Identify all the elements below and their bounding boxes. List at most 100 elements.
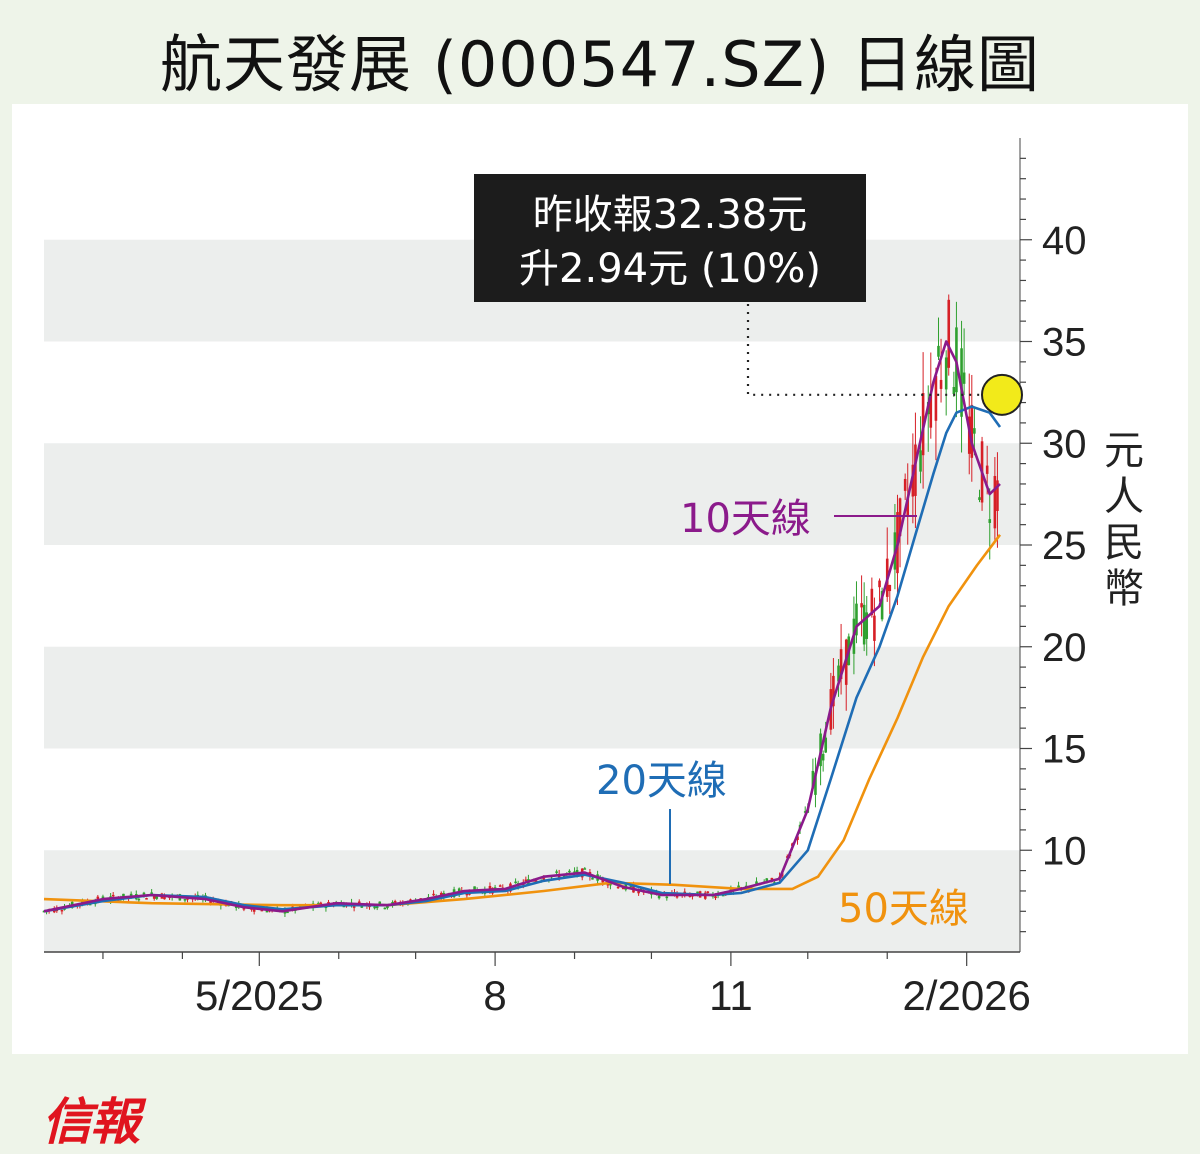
series-label-10: 10天線	[680, 496, 811, 542]
candle-body	[934, 375, 938, 421]
candle-body	[260, 909, 264, 912]
candle-body	[832, 675, 835, 707]
x-tick-label: 5/2025	[195, 972, 323, 1019]
candle-body	[865, 612, 869, 639]
candle-body	[375, 906, 379, 909]
x-tick-label: 11	[709, 972, 753, 1019]
candle-body	[814, 772, 817, 795]
candle-body	[770, 877, 774, 880]
candle-body	[888, 584, 892, 592]
x-tick-label: 8	[483, 972, 506, 1019]
annotation-box	[474, 174, 866, 302]
candle-body	[824, 737, 828, 753]
x-axis: 5/2025 8 11 2/2026	[102, 952, 1031, 1019]
candle-body	[855, 603, 858, 636]
candle-body	[352, 906, 356, 908]
chart-frame: 航天發展 (000547.SZ) 日線圖 10 15 20 25 30 35 40 元人民幣 …	[12, 28, 1188, 1151]
moving-average-lines: 10天線 20天線 50天線	[43, 340, 1002, 932]
candle-body	[60, 909, 64, 912]
candle-body	[514, 881, 517, 884]
candle-body	[432, 893, 435, 896]
candle-body	[621, 887, 625, 890]
candle-body	[962, 372, 966, 384]
candle-body	[637, 890, 640, 894]
candle-body	[973, 428, 976, 434]
candle-body	[903, 478, 907, 491]
y-tick-label: 25	[1042, 524, 1087, 568]
y-tick-label: 20	[1042, 626, 1087, 670]
band-25	[44, 443, 1020, 545]
annotation-line1: 昨收報32.38元	[533, 192, 808, 238]
candle-body	[573, 871, 576, 873]
candle-body	[755, 881, 758, 885]
candle-body	[498, 885, 502, 887]
candle-body	[860, 603, 863, 608]
candle-body	[837, 665, 840, 682]
candle-body	[524, 879, 528, 882]
candle-body	[555, 871, 558, 873]
candle-body	[939, 379, 943, 389]
candle-body	[386, 906, 389, 909]
candle-body	[155, 896, 159, 899]
candle-body	[821, 753, 825, 761]
last-price-marker	[981, 373, 1023, 416]
candle-body	[914, 444, 917, 496]
candle-body	[880, 591, 884, 620]
candle-body	[542, 878, 546, 881]
series-line-0	[43, 340, 1001, 913]
band-5	[44, 850, 1020, 952]
candle-body	[985, 465, 989, 474]
y-axis-label: 元人民幣	[1104, 428, 1144, 612]
candle-body	[378, 901, 382, 905]
candle-body	[696, 891, 699, 894]
chart-title: 航天發展 (000547.SZ) 日線圖	[159, 28, 1040, 101]
candle-body	[373, 906, 376, 909]
candle-body	[42, 910, 46, 913]
candle-body	[988, 519, 992, 523]
candle-body	[137, 898, 141, 901]
chart-panel: 10 15 20 25 30 35 40 元人民幣 5/2025 8 11 2/2026 10天線 2…	[12, 104, 1188, 1151]
candle-body	[393, 901, 397, 903]
series-label-50: 50天線	[838, 886, 969, 932]
candle-body	[465, 893, 469, 896]
candle-body	[360, 905, 364, 908]
candle-body	[873, 615, 876, 641]
candle-body	[142, 892, 146, 895]
y-tick-label: 15	[1042, 728, 1087, 772]
candle-body	[327, 901, 330, 904]
candle-body	[952, 387, 956, 394]
candle-body	[721, 894, 725, 897]
candle-body	[862, 604, 866, 645]
candle-body	[150, 892, 153, 895]
candle-body	[714, 896, 717, 899]
candle-body	[706, 891, 710, 893]
candle-body	[665, 896, 669, 899]
candle-body	[839, 649, 843, 680]
candle-body	[919, 450, 922, 472]
candle-body	[947, 299, 951, 368]
y-tick-label: 30	[1042, 422, 1087, 466]
y-tick-label: 40	[1042, 219, 1087, 263]
y-tick-label: 10	[1042, 829, 1087, 873]
candle-body	[609, 883, 612, 886]
candle-body	[357, 901, 361, 903]
candle-body	[591, 878, 594, 880]
candle-body	[765, 878, 769, 881]
candle-body	[898, 498, 902, 537]
x-tick-label: 2/2026	[902, 972, 1030, 1019]
candle-body	[152, 895, 156, 899]
candle-body	[383, 907, 387, 910]
candle-body	[937, 345, 940, 357]
candle-body	[803, 811, 807, 813]
candle-body	[568, 870, 571, 873]
candle-body	[629, 885, 633, 888]
y-tick-label: 35	[1042, 321, 1087, 365]
candle-body	[145, 898, 148, 900]
candle-body	[811, 770, 815, 789]
candle-body	[796, 836, 799, 840]
candle-body	[970, 404, 974, 458]
candle-body	[996, 480, 999, 511]
candle-body	[583, 868, 587, 870]
price-chart: 10 15 20 25 30 35 40 元人民幣 5/2025 8 11 2/2026 10天線 2…	[42, 138, 1144, 1019]
